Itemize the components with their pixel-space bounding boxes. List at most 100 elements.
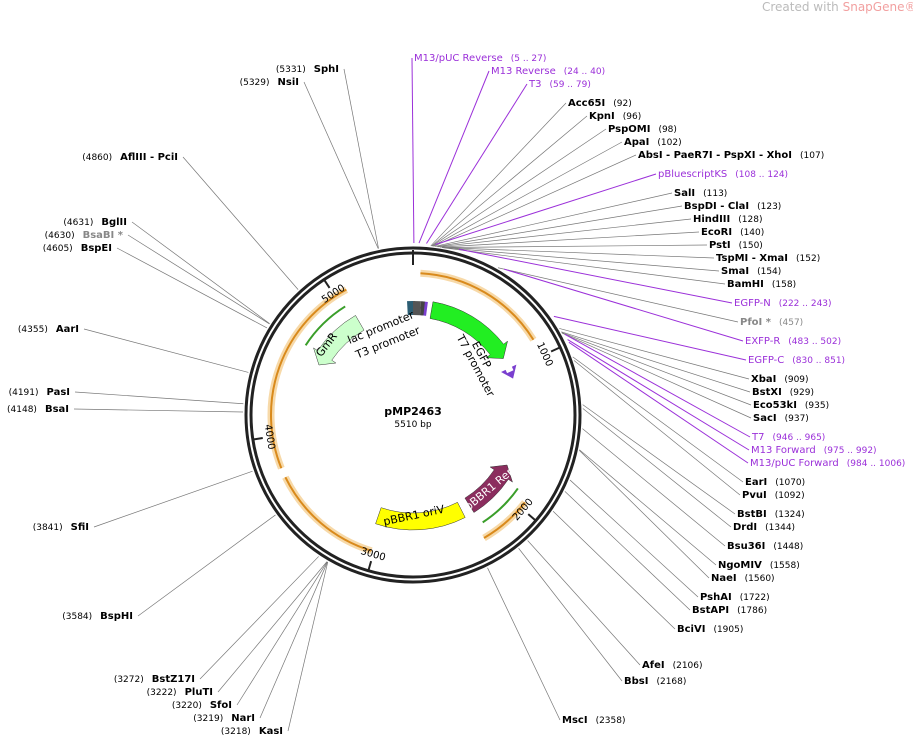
leader-line <box>431 115 588 247</box>
site-position: (946 .. 965) <box>772 433 825 443</box>
site-position: (108 .. 124) <box>735 170 788 180</box>
site-position: (128) <box>738 215 762 225</box>
site-name: PspOMI <box>608 124 650 135</box>
promoter <box>413 301 421 316</box>
site-name: EarI <box>745 477 767 488</box>
site-label: M13/pUC Forward (984 .. 1006) <box>750 458 905 469</box>
site-label: (3584) BspHI <box>62 611 133 622</box>
leader-line <box>430 102 567 247</box>
site-label: BstBI (1324) <box>737 509 805 520</box>
site-label: Acc65I (92) <box>568 98 632 109</box>
site-label: T7 (946 .. 965) <box>751 432 825 443</box>
orf-arc-glow <box>282 475 373 555</box>
site-position: (935) <box>805 401 829 411</box>
site-name: SalI <box>674 188 695 199</box>
site-name: EXFP-R <box>745 336 780 347</box>
site-name: BstZ17I <box>152 674 195 685</box>
site-label: (3841) SfiI <box>33 522 89 533</box>
site-label: AbsI - PaeR7I - PspXI - XhoI (107) <box>638 150 824 161</box>
site-name: EGFP-N <box>734 298 771 309</box>
site-name: M13/pUC Reverse <box>414 53 503 64</box>
site-position: (1560) <box>745 574 775 584</box>
leader-line <box>433 154 637 247</box>
site-position: (98) <box>658 125 676 135</box>
site-label: TspMI - XmaI (152) <box>716 253 820 264</box>
site-name: Bsu36I <box>727 541 765 552</box>
site-label: NaeI (1560) <box>711 573 775 584</box>
site-name: pBluescriptKS <box>658 169 727 180</box>
site-label: (3222) PluTI <box>147 687 213 698</box>
site-position: (107) <box>800 151 824 161</box>
leader-line <box>572 356 744 483</box>
site-position: (102) <box>657 138 681 148</box>
leader-line <box>343 68 379 249</box>
site-position: (158) <box>772 280 796 290</box>
leader-line <box>431 128 607 247</box>
site-name: Acc65I <box>568 98 605 109</box>
leader-line <box>443 247 726 285</box>
site-label: (4355) AarI <box>18 324 79 335</box>
leader-line <box>564 333 751 438</box>
site-name: AbsI - PaeR7I - PspXI - XhoI <box>638 150 792 161</box>
site-label: BbsI (2168) <box>624 676 686 687</box>
leader-line <box>497 267 739 323</box>
site-name: BamHI <box>727 279 764 290</box>
leader-line <box>564 491 691 611</box>
orf-arc <box>270 288 347 469</box>
leader-line <box>504 268 744 342</box>
tick-label: 4000 <box>262 424 277 451</box>
watermark-brand: SnapGene® <box>843 0 913 14</box>
site-position: (123) <box>757 202 781 212</box>
leader-line <box>93 470 253 528</box>
site-name: SmaI <box>721 266 749 277</box>
site-position: (96) <box>623 112 641 122</box>
leader-line <box>436 205 683 247</box>
t7-promoter <box>501 364 517 379</box>
leader-line <box>582 408 732 528</box>
site-name: BsaBI * <box>83 230 124 241</box>
site-position: (1070) <box>775 478 805 488</box>
tick-mark <box>527 513 536 521</box>
leader-line <box>487 567 561 721</box>
site-position: (59 .. 79) <box>549 80 590 90</box>
site-position: (4631) <box>63 218 93 228</box>
site-position: (3841) <box>33 523 63 533</box>
site-label: (4148) BsaI <box>7 404 69 415</box>
site-name: BspDI - ClaI <box>684 201 749 212</box>
site-position: (150) <box>739 241 763 251</box>
site-position: (457) <box>779 318 803 328</box>
site-position: (929) <box>790 388 814 398</box>
leader-line <box>442 247 715 259</box>
tick-mark <box>367 560 373 571</box>
site-name: Eco53kI <box>753 400 797 411</box>
leader-line <box>567 339 750 451</box>
site-label: PspOMI (98) <box>608 124 677 135</box>
pbbr1-rep <box>464 464 513 513</box>
site-label: (4605) BspEI <box>43 243 112 254</box>
site-name: AfeI <box>642 660 665 671</box>
leader-line <box>582 428 726 547</box>
leader-line <box>439 231 700 248</box>
site-label: DrdI (1344) <box>733 522 795 533</box>
site-label: EGFP-C (830 .. 851) <box>748 355 845 366</box>
orf-arc <box>304 305 346 346</box>
site-position: (3584) <box>62 612 92 622</box>
site-name: PstI <box>709 240 731 251</box>
site-label: EcoRI (140) <box>701 227 764 238</box>
site-name: M13/pUC Forward <box>750 458 839 469</box>
site-label: Bsu36I (1448) <box>727 541 803 552</box>
site-position: (909) <box>784 375 808 385</box>
site-label: HindIII (128) <box>693 214 762 225</box>
site-position: (4148) <box>7 405 37 415</box>
site-position: (152) <box>796 254 820 264</box>
leader-line <box>527 540 641 666</box>
leader-line <box>579 449 717 566</box>
leader-line <box>582 404 736 515</box>
site-name: DrdI <box>733 522 757 533</box>
site-position: (1786) <box>737 606 767 616</box>
tick-mark <box>253 437 263 441</box>
leader-line <box>199 556 319 680</box>
site-label: PfoI * (457) <box>740 317 803 328</box>
site-name: M13 Reverse <box>491 66 556 77</box>
site-name: HindIII <box>693 214 730 225</box>
